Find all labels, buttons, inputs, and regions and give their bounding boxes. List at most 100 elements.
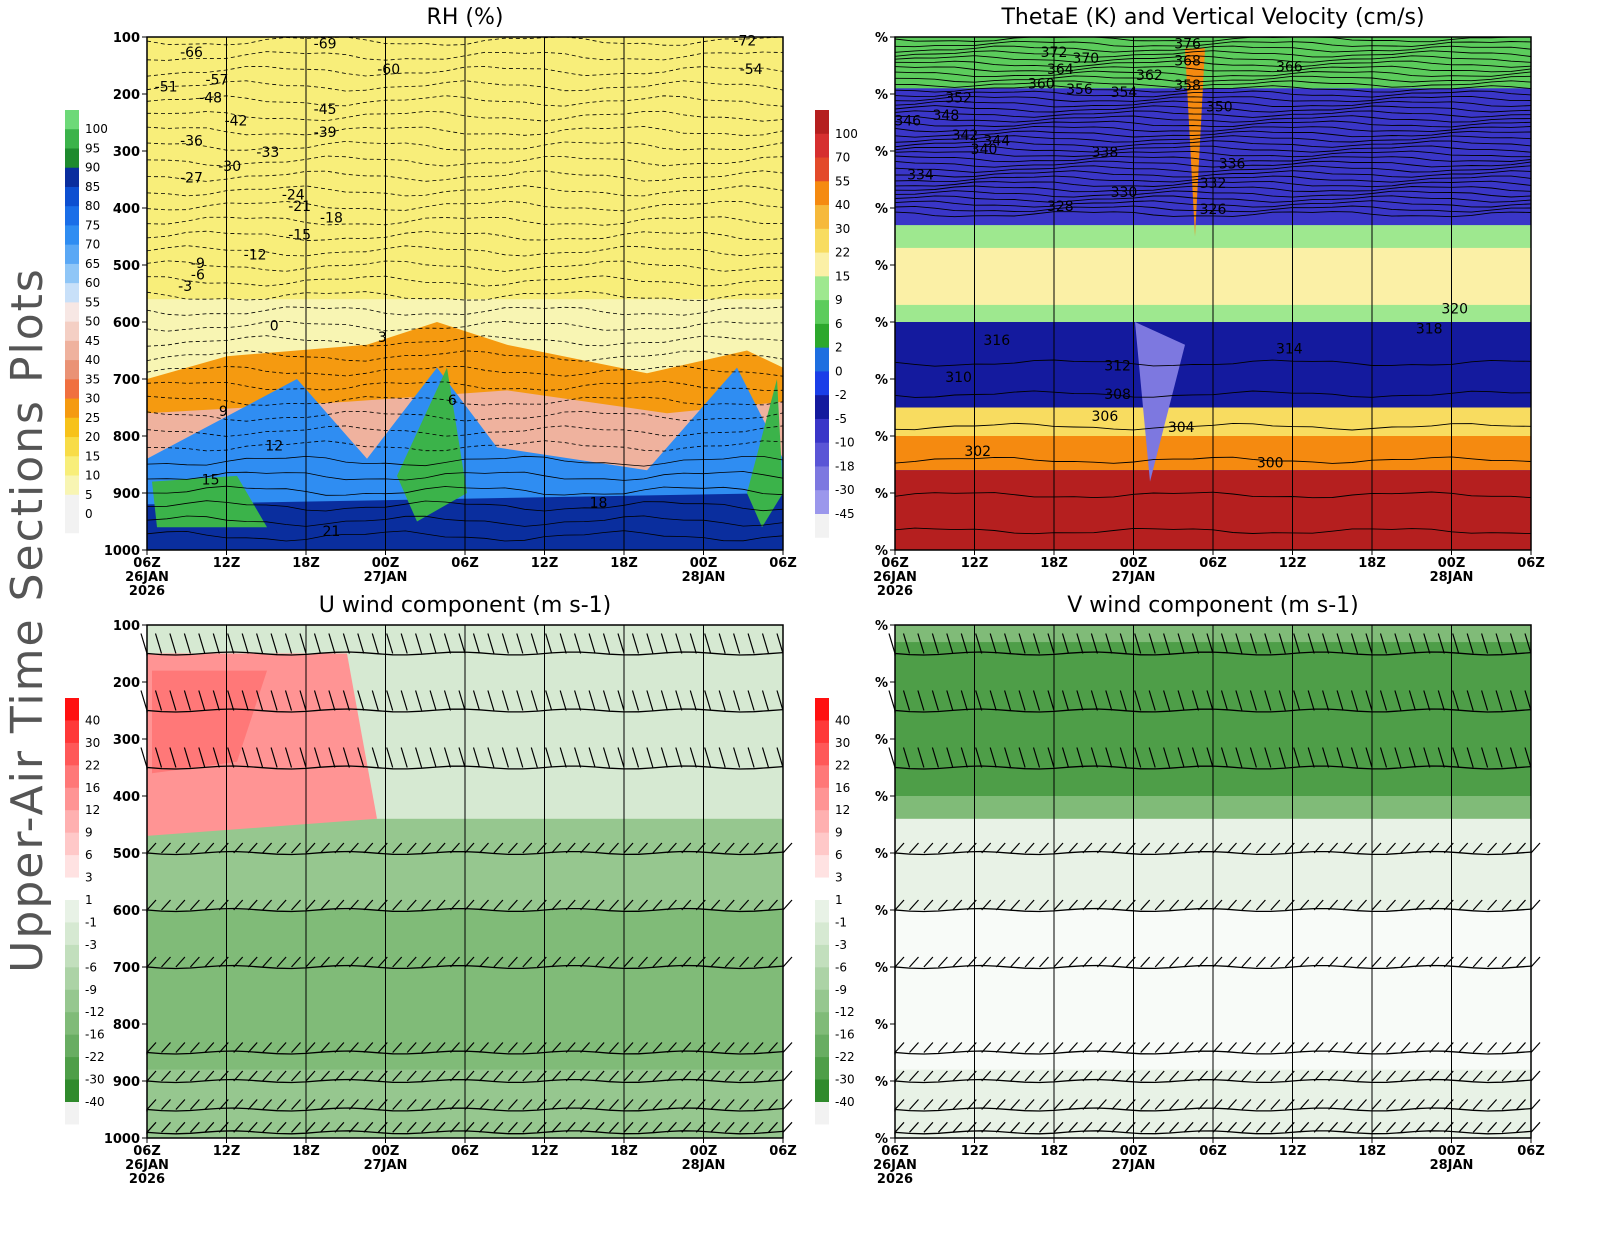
wind-barb [975, 747, 983, 768]
wind-barb [305, 1042, 316, 1053]
wind-barb [1530, 842, 1541, 854]
wind-barb [623, 956, 634, 968]
wind-barb [681, 1042, 692, 1053]
wind-barb [1235, 690, 1243, 711]
wind-barb [507, 956, 518, 968]
wind-barb [1241, 899, 1252, 911]
wind-barb [1082, 956, 1093, 968]
wind-barb [1235, 633, 1243, 654]
y-tick-label: % [875, 259, 888, 274]
contour-labels: -66-72-69-57-54-60-51-48-45-42-39-36-33-… [155, 34, 763, 540]
wind-barb [1105, 633, 1113, 654]
wind-barb [1039, 1070, 1049, 1082]
wind-barb [1524, 690, 1532, 711]
colorbar-label: 3 [835, 871, 843, 885]
wind-barb [681, 956, 692, 968]
wind-barb [909, 956, 919, 968]
y-tick-label: 600 [113, 904, 140, 919]
wind-barb [551, 1070, 562, 1082]
wind-barb [1313, 842, 1324, 854]
colorbar-swatch [65, 321, 79, 342]
wind-barb [1255, 1099, 1266, 1110]
wind-barb [392, 1121, 403, 1133]
wind-barb [386, 747, 394, 768]
wind-barb [429, 633, 437, 654]
rh-fill-green [397, 367, 467, 522]
wind-barb [1313, 1099, 1324, 1110]
wind-barb [450, 956, 460, 968]
wind-barb [602, 633, 611, 654]
wind-barb [565, 1099, 576, 1110]
wind-barb [1328, 1070, 1339, 1082]
wind-barb [189, 899, 200, 911]
wind-barb [1270, 899, 1281, 911]
wind-barb [660, 633, 668, 654]
wind-barb [580, 1042, 591, 1053]
wind-barb [1010, 1042, 1021, 1053]
wind-barb [1371, 1070, 1382, 1082]
colorbar-label: 30 [85, 392, 100, 406]
wind-barb [1119, 690, 1127, 711]
wind-barb [1400, 899, 1411, 911]
wind-barb [1371, 1121, 1382, 1133]
wind-barb [1096, 899, 1107, 911]
wind-barb [1270, 1099, 1281, 1110]
colorbar-swatch [65, 167, 79, 188]
wind-barb [761, 747, 770, 768]
wind-barb [472, 690, 481, 711]
x-tick-label: 18Z [610, 1144, 638, 1159]
wind-barb [204, 956, 215, 968]
contour-label: 302 [964, 444, 991, 460]
wind-barb [1357, 899, 1367, 911]
y-tick-label: % [875, 88, 888, 103]
wind-barb [479, 1099, 489, 1110]
colorbar-swatch-end [65, 514, 79, 534]
wind-barb [1183, 1121, 1194, 1133]
wind-barb [1458, 956, 1469, 968]
wind-barb [1220, 747, 1229, 768]
colorbar-label: 60 [85, 276, 100, 290]
y-tick-label: % [875, 487, 888, 502]
wind-barb [989, 747, 997, 768]
wind-barb [450, 1121, 460, 1133]
wind-barb [175, 956, 186, 968]
wind-barb [348, 1121, 359, 1133]
x-tick-label: 06Z [1517, 1144, 1545, 1159]
wind-barb [1481, 747, 1489, 768]
colorbar-label: 9 [85, 826, 93, 840]
wind-barb [1024, 1042, 1035, 1053]
colorbar-swatch [815, 1057, 829, 1081]
wind-barb [1429, 1042, 1440, 1053]
colorbar-label: 80 [85, 199, 100, 213]
contour-line [146, 230, 784, 242]
wind-barb [1458, 1099, 1469, 1110]
colorbar-label: 3 [85, 871, 93, 885]
contour-line [146, 170, 784, 182]
wind-barb [1039, 956, 1049, 968]
wind-barb [241, 690, 249, 711]
wind-barb [204, 1042, 215, 1053]
wind-barb [594, 956, 605, 968]
x-date-label: 26JAN [125, 570, 169, 585]
wind-barb [161, 1121, 171, 1133]
wind-barb [305, 1099, 316, 1110]
wind-barb [1371, 1099, 1382, 1110]
wind-barb [175, 1099, 186, 1110]
wind-barb [1386, 842, 1396, 854]
wind-barb [1111, 899, 1122, 911]
wind-barb [782, 1121, 793, 1133]
wind-barb [334, 1121, 345, 1133]
wind-barb [1096, 842, 1107, 854]
wind-barb [328, 690, 336, 711]
wind-barb [1082, 1121, 1093, 1133]
colorbar-label: -9 [835, 983, 847, 997]
wind-barb [1408, 747, 1416, 768]
wind-barb [313, 633, 322, 654]
y-tick-label: 600 [113, 316, 140, 331]
y-tick-label: % [875, 145, 888, 160]
wind-barb [1495, 690, 1503, 711]
wind-barb [894, 842, 905, 854]
wind-barb [1472, 899, 1483, 911]
panel-v: V wind component (m s-1)%%%%%%%%%%06Z26J… [815, 593, 1545, 1187]
wind-barb [952, 1070, 963, 1082]
